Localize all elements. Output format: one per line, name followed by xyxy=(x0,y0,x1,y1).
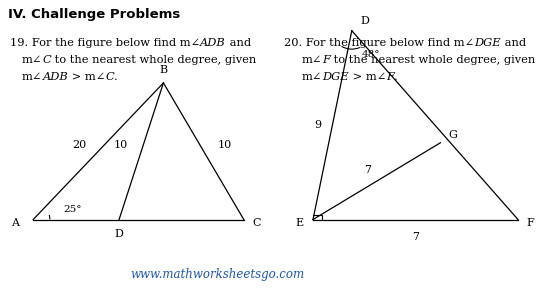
Text: 7: 7 xyxy=(412,232,419,242)
Text: F: F xyxy=(526,218,534,227)
Text: > m∠: > m∠ xyxy=(349,72,386,82)
Text: ADB: ADB xyxy=(42,72,68,82)
Text: D: D xyxy=(360,16,369,26)
Text: 25°: 25° xyxy=(64,205,82,214)
Text: D: D xyxy=(115,229,124,239)
Text: F: F xyxy=(322,55,330,65)
Text: .: . xyxy=(114,72,118,82)
Text: E: E xyxy=(295,218,303,227)
Text: 20. For the figure below find m∠: 20. For the figure below find m∠ xyxy=(284,38,474,48)
Text: DGE: DGE xyxy=(474,38,501,48)
Text: to the nearest whole degree, given: to the nearest whole degree, given xyxy=(330,55,536,65)
Text: .: . xyxy=(394,72,398,82)
Text: B: B xyxy=(160,65,167,75)
Text: m∠: m∠ xyxy=(302,72,322,82)
Text: 48°: 48° xyxy=(362,50,380,59)
Text: > m∠: > m∠ xyxy=(68,72,105,82)
Text: to the nearest whole degree, given: to the nearest whole degree, given xyxy=(51,55,257,65)
Text: C: C xyxy=(42,55,51,65)
Text: and: and xyxy=(501,38,526,48)
Text: F: F xyxy=(386,72,394,82)
Text: m∠: m∠ xyxy=(22,55,42,65)
Text: 19. For the figure below find m∠: 19. For the figure below find m∠ xyxy=(10,38,200,48)
Text: www.mathworksheetsgo.com: www.mathworksheetsgo.com xyxy=(130,268,304,281)
Text: m∠: m∠ xyxy=(302,55,322,65)
Text: C: C xyxy=(252,218,260,227)
Text: ADB: ADB xyxy=(200,38,226,48)
Text: m∠: m∠ xyxy=(22,72,42,82)
Text: 10: 10 xyxy=(113,140,127,150)
Text: IV. Challenge Problems: IV. Challenge Problems xyxy=(8,8,180,21)
Text: DGE: DGE xyxy=(322,72,349,82)
Text: C: C xyxy=(105,72,114,82)
Text: A: A xyxy=(12,218,19,227)
Text: and: and xyxy=(226,38,251,48)
Text: 20: 20 xyxy=(72,140,86,150)
Text: 7: 7 xyxy=(364,165,371,175)
Text: 9: 9 xyxy=(314,120,321,130)
Text: 10: 10 xyxy=(218,140,232,150)
Text: G: G xyxy=(449,130,458,140)
